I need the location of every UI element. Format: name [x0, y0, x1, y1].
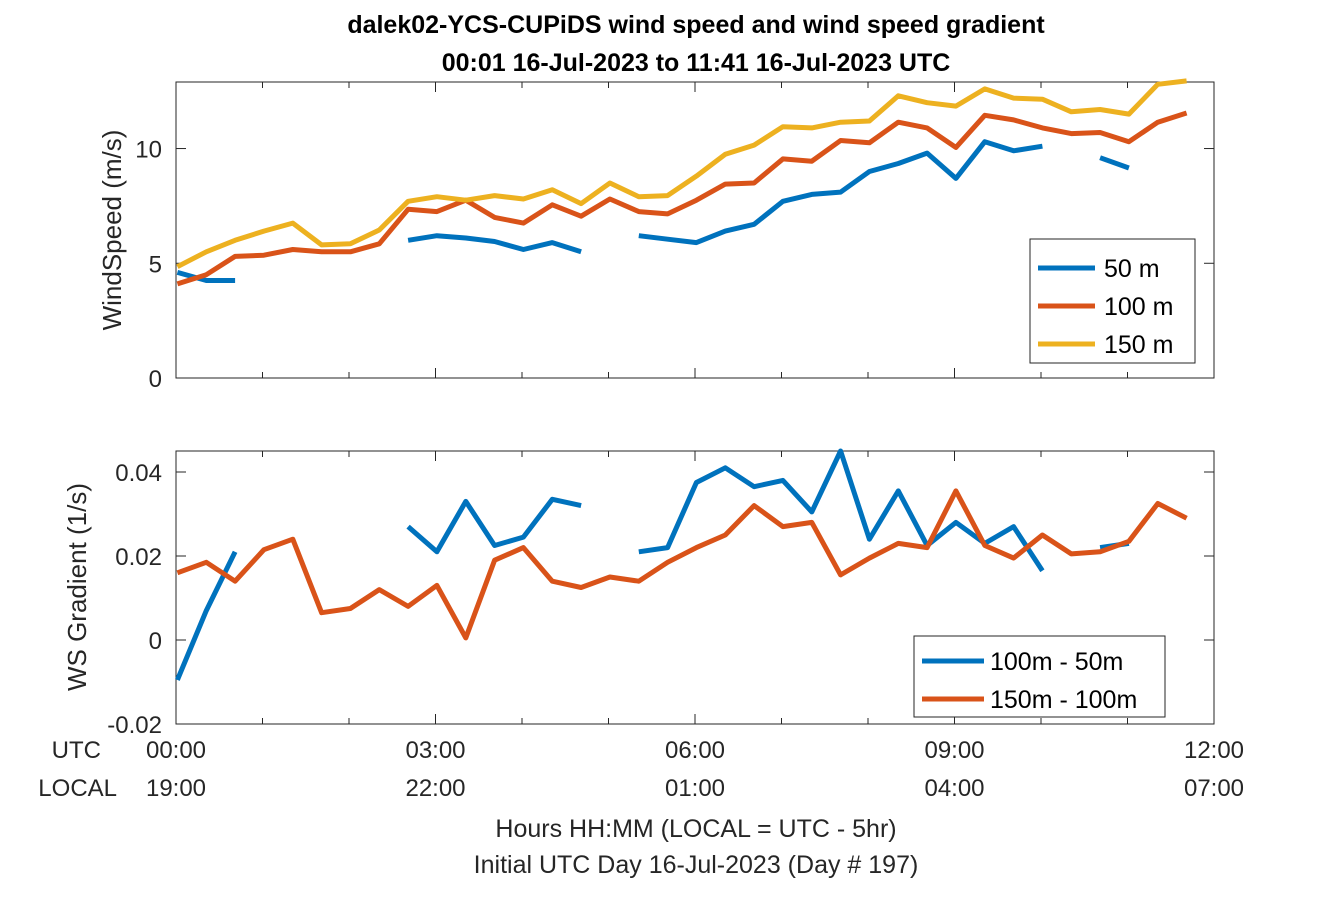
x-tick-label-utc: 12:00 [1184, 737, 1244, 764]
x-tick-label-local: 19:00 [146, 775, 206, 802]
legend-label-150m-100m: 150m - 100m [990, 686, 1137, 714]
gradient-series-100m-50m [175, 550, 238, 681]
gradient-series-group [175, 448, 1188, 681]
legend-label-100m-50m: 100m - 50m [990, 648, 1123, 676]
gradient-series-100m-50m [638, 448, 1045, 573]
windspeed-series-50-m [407, 233, 582, 255]
utc-row-label: UTC [52, 737, 101, 764]
windspeed-legend: 50 m 100 m 150 m [1029, 238, 1196, 364]
x-tick-label-utc: 00:00 [146, 737, 206, 764]
gradient-legend-box [913, 635, 1166, 718]
x-tick-label-local: 07:00 [1184, 775, 1244, 802]
windspeed-series-100-m [176, 110, 1188, 287]
gradient-y-tick-label: 0.02 [115, 544, 162, 571]
x-tick-label-local: 01:00 [665, 775, 725, 802]
x-tick-label-local: 04:00 [924, 775, 984, 802]
windspeed-series-50-m [1099, 155, 1130, 171]
windspeed-series-150-m [176, 78, 1187, 269]
windspeed-ylabel: WindSpeed (m/s) [97, 130, 127, 331]
gradient-y-tick-label: -0.02 [107, 712, 162, 739]
windspeed-series-50-m [638, 139, 1043, 246]
gradient-tick-group: -0.02 0 0.02 0.04 [107, 451, 1215, 739]
x-tick-label-utc: 09:00 [924, 737, 984, 764]
x-tick-label-utc: 06:00 [665, 737, 725, 764]
windspeed-y-tick-label: 5 [149, 251, 162, 278]
gradient-series-150m-100m [176, 488, 1188, 641]
chart-title-line2: 00:01 16-Jul-2023 to 11:41 16-Jul-2023 U… [442, 49, 951, 77]
legend-label-150m: 150 m [1104, 331, 1173, 359]
windspeed-y-tick-label: 0 [149, 366, 162, 393]
x-tick-label-local: 22:00 [405, 775, 465, 802]
local-row-label: LOCAL [38, 775, 117, 802]
windspeed-tick-group: 0 5 10 [135, 82, 1215, 393]
gradient-ylabel: WS Gradient (1/s) [62, 483, 92, 691]
windspeed-series-50-m [176, 269, 236, 283]
xlabel-line2: Initial UTC Day 16-Jul-2023 (Day # 197) [474, 851, 919, 879]
windspeed-series-group [176, 78, 1188, 287]
x-tick-labels: 00:00 19:00 03:00 22:00 06:00 01:00 09:00 04:00… [146, 737, 1244, 802]
legend-label-100m: 100 m [1104, 293, 1173, 321]
xlabel-line1: Hours HH:MM (LOCAL = UTC - 5hr) [495, 815, 896, 843]
gradient-y-tick-label: 0 [149, 628, 162, 655]
legend-label-50m: 50 m [1104, 255, 1160, 283]
windspeed-y-tick-label: 10 [135, 137, 162, 164]
gradient-series-100m-50m [406, 496, 582, 555]
x-tick-label-utc: 03:00 [405, 737, 465, 764]
gradient-y-tick-label: 0.04 [115, 460, 162, 487]
gradient-legend: 100m - 50m 150m - 100m [913, 635, 1166, 718]
chart-title-line1: dalek02-YCS-CUPiDS wind speed and wind s… [347, 11, 1045, 39]
gradient-axes: -0.02 0 0.02 0.04 WS Gradient (1/s) 100m - … [62, 448, 1215, 739]
windspeed-axes: 0 5 10 WindSpeed (m/s) 50 m 100 m 150 m [97, 78, 1215, 393]
